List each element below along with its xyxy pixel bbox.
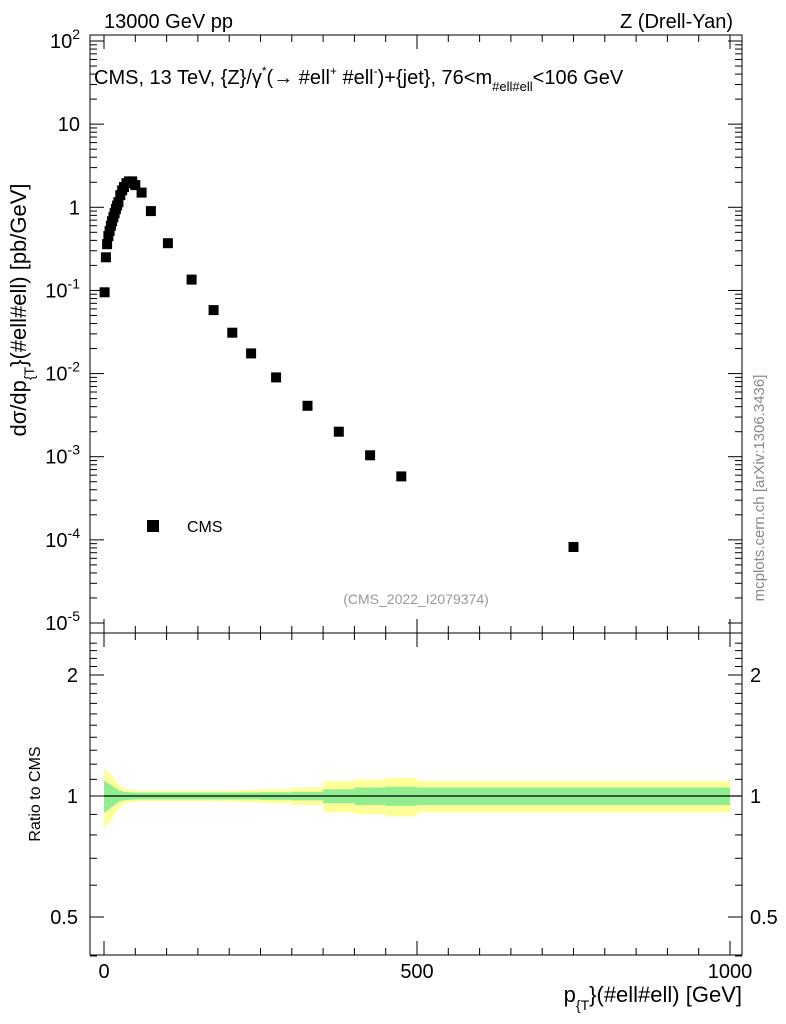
y-tick-label: 10-1 [45, 275, 80, 302]
legend-marker-cms [147, 520, 159, 532]
y-tick-label: 102 [50, 26, 80, 53]
ratio-plot-frame [89, 632, 743, 956]
y-tick-label: 10-3 [45, 442, 80, 469]
main-axis-ticks [90, 35, 742, 633]
data-point [227, 327, 238, 338]
main-y-axis-label: dσ/dp{T}(#ell#ell) [pb/GeV] [6, 183, 37, 436]
x-tick-label: 0 [98, 961, 109, 983]
data-point [302, 400, 313, 411]
ratio-axis-ticks [90, 633, 742, 957]
main-y-tick-labels: 102 10 1 10-1 10-2 10-3 10-4 10-5 [45, 26, 80, 635]
x-tick-labels: 0 500 1000 [98, 961, 752, 983]
data-point [103, 231, 114, 242]
header-right: Z (Drell-Yan) [620, 11, 733, 33]
data-point [271, 372, 282, 383]
legend-label-cms: CMS [187, 519, 223, 536]
data-point [102, 239, 113, 250]
y-tick-label: 10 [58, 114, 80, 136]
data-point [365, 450, 376, 461]
ratio-y-tick-label: 1 [67, 786, 78, 808]
ratio-y-tick-labels: 0.5 0.5 1 1 2 2 [50, 665, 778, 929]
x-tick-label: 1000 [708, 961, 753, 983]
ratio-inner-band [104, 781, 730, 813]
data-point [99, 287, 110, 298]
data-point [208, 305, 219, 316]
ratio-y-tick-label-right: 1 [750, 786, 761, 808]
side-watermark: mcplots.cern.ch [arXiv:1306.3436] [751, 375, 768, 602]
data-point [396, 471, 407, 482]
analysis-id: (CMS_2022_I2079374) [343, 591, 489, 607]
ratio-y-tick-label-right: 2 [750, 665, 761, 687]
plot-title: CMS, 13 TeV, {Z}/γ*(→ #ell+ #ell-)+{jet}… [94, 64, 624, 94]
y-tick-label: 10-2 [45, 359, 80, 386]
data-point [246, 348, 257, 359]
y-tick-label: 1 [69, 197, 80, 219]
ratio-y-tick-label-right: 0.5 [750, 907, 778, 929]
ratio-uncertainty-bands [104, 768, 730, 829]
data-point [186, 274, 197, 285]
data-point [145, 206, 156, 217]
data-point [104, 225, 115, 236]
main-plot-frame [89, 34, 743, 634]
data-point [333, 426, 344, 437]
data-point [162, 238, 173, 249]
data-point [136, 187, 147, 198]
x-axis-label: p{T}(#ell#ell) [GeV] [564, 982, 742, 1013]
ratio-y-tick-label: 0.5 [50, 907, 78, 929]
data-point [568, 542, 579, 552]
x-tick-label: 500 [400, 961, 433, 983]
ratio-y-tick-label: 2 [67, 665, 78, 687]
ratio-y-axis-label: Ratio to CMS [27, 746, 44, 841]
data-points-cms [99, 176, 579, 552]
header-left: 13000 GeV pp [104, 11, 233, 33]
data-point [113, 197, 124, 208]
data-point [130, 180, 141, 191]
y-tick-label: 10-5 [45, 608, 80, 635]
y-tick-label: 10-4 [45, 525, 80, 552]
data-point [100, 252, 111, 263]
